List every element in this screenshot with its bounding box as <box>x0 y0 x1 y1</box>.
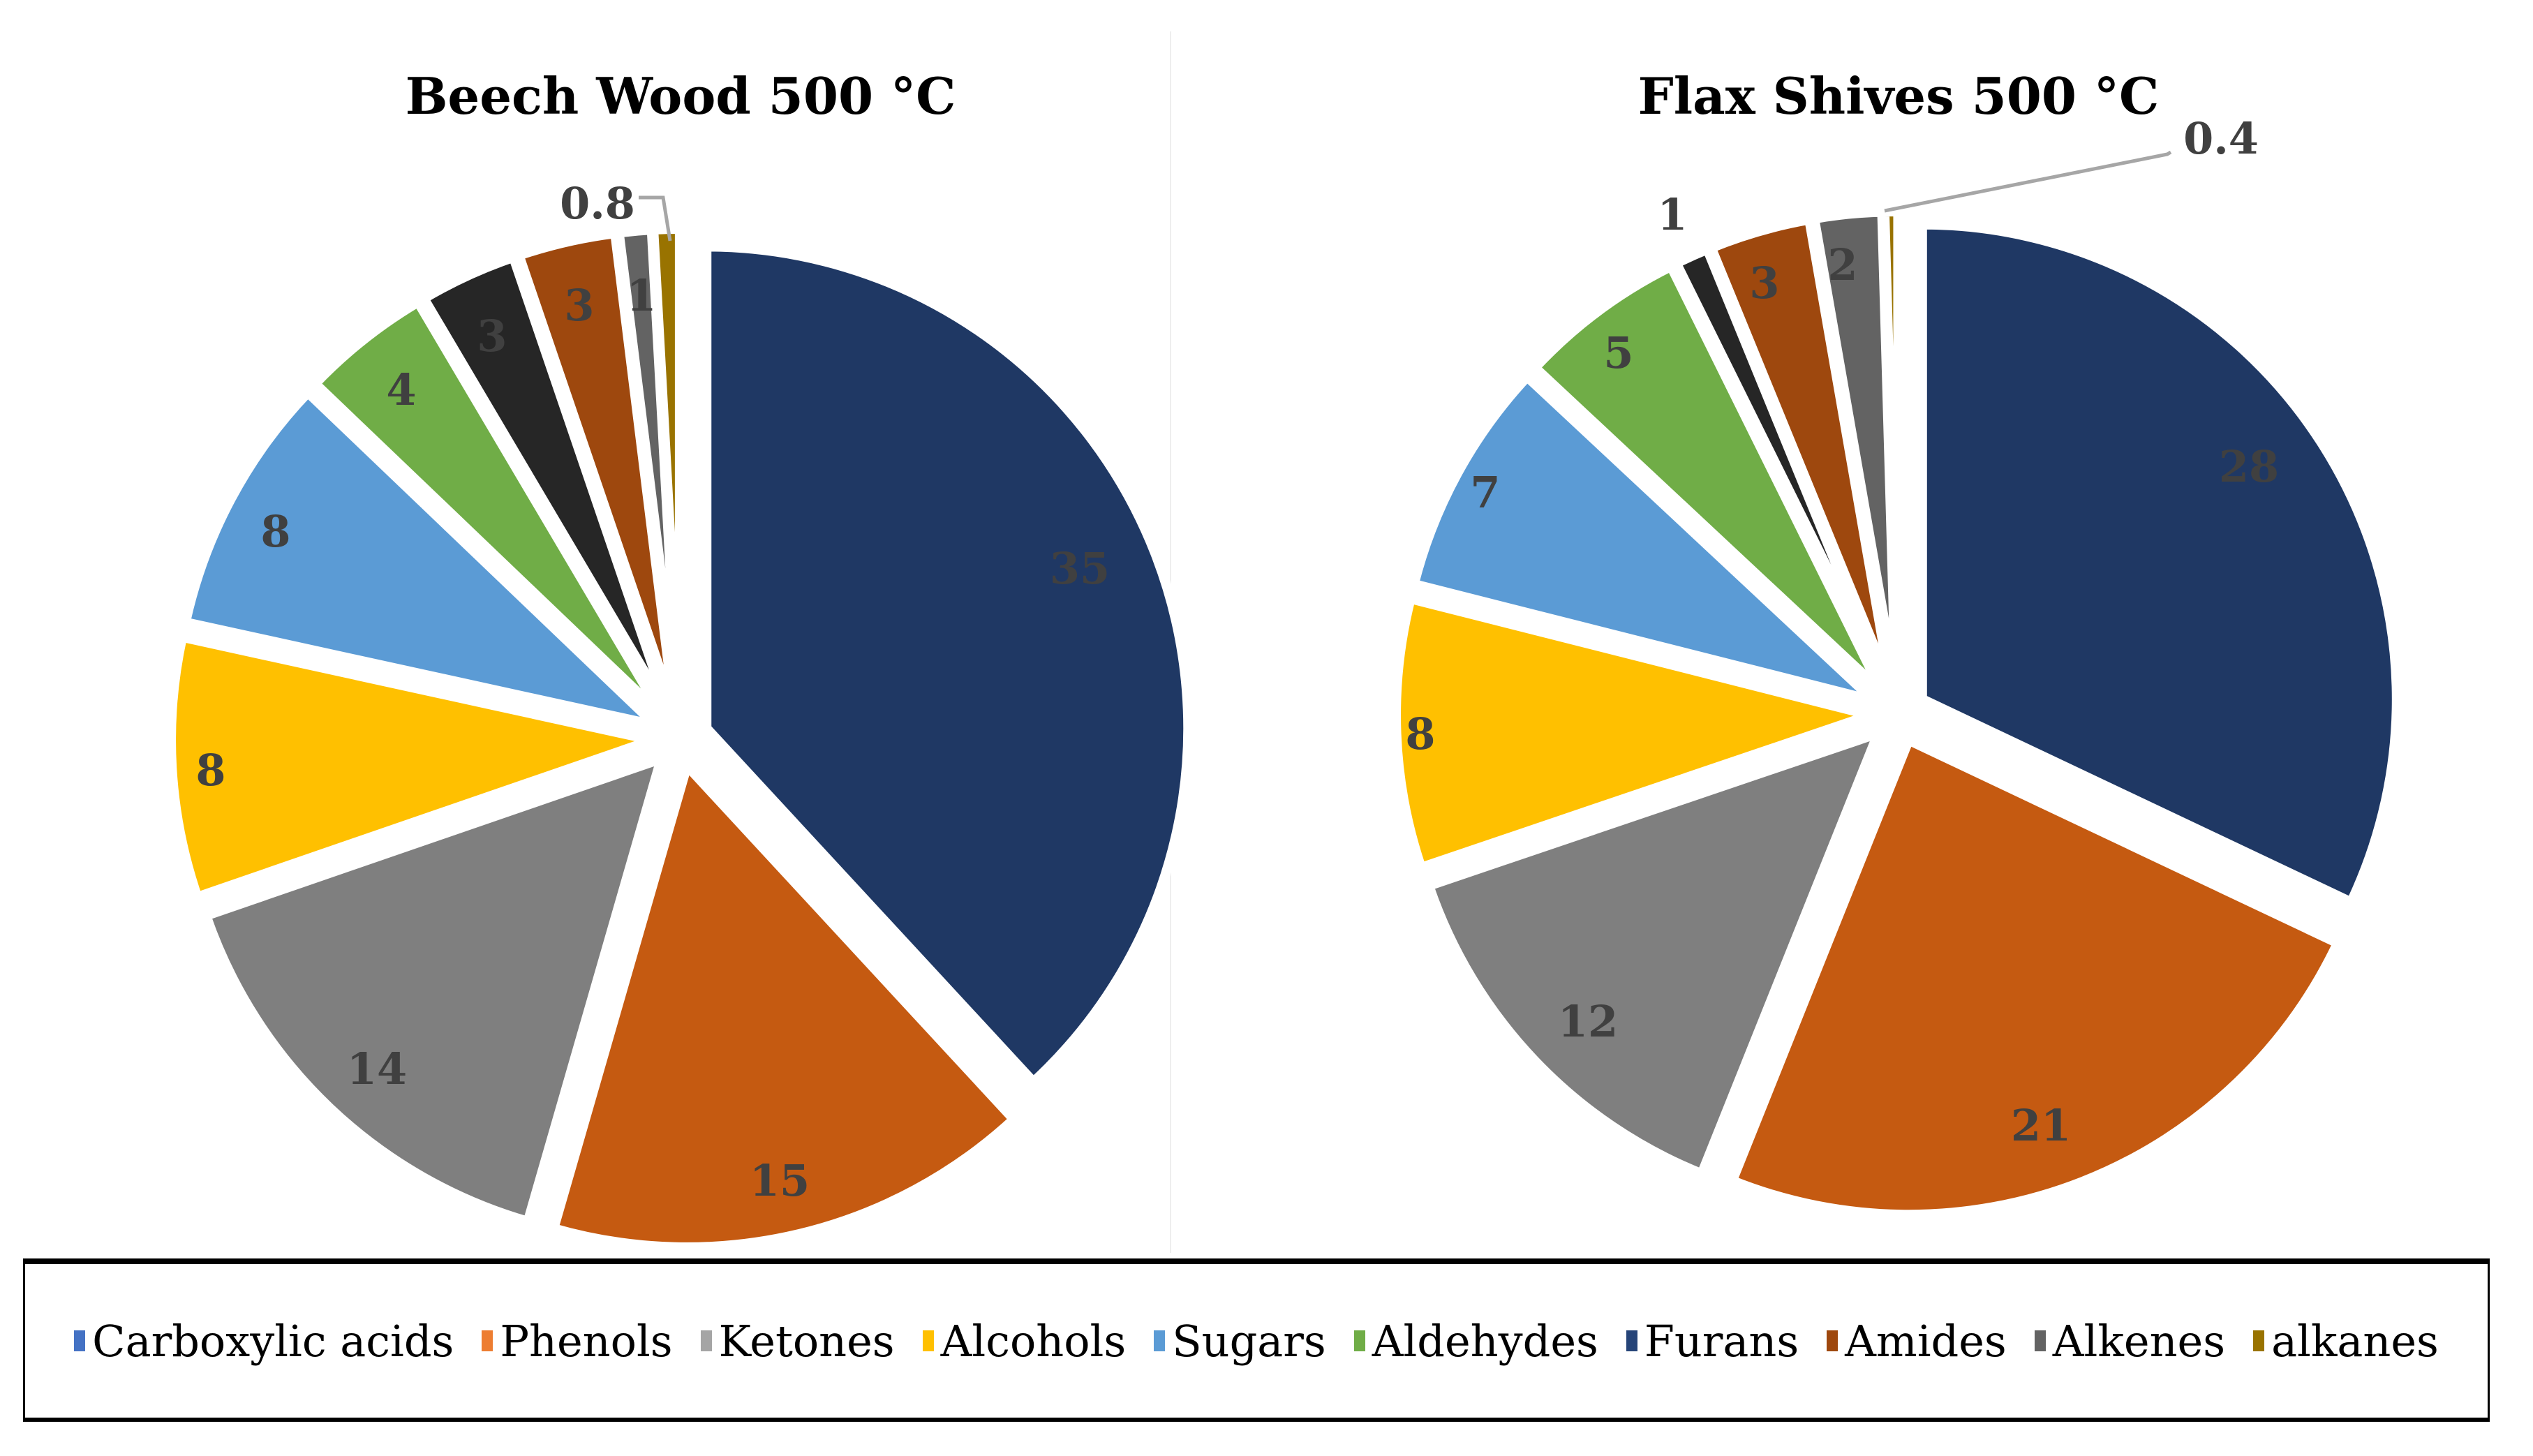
legend-item: Carboxylic acids <box>74 1316 454 1367</box>
legend-item: alkanes <box>2253 1316 2439 1367</box>
legend-item: Alkenes <box>2034 1315 2226 1367</box>
slice-ketones <box>200 750 669 1228</box>
legend-swatch <box>700 1330 712 1351</box>
legend-item: Amides <box>1827 1316 2007 1367</box>
slice-sugars <box>1408 369 1878 706</box>
data-label: 8 <box>1405 708 1435 759</box>
data-label: 3 <box>477 311 507 362</box>
slice-sugars <box>179 385 672 734</box>
data-label: 15 <box>750 1155 810 1206</box>
legend-swatch <box>482 1330 493 1351</box>
slice-ketones <box>1423 725 1887 1180</box>
legend-label: Phenols <box>500 1315 673 1367</box>
legend-item: Alcohols <box>922 1315 1127 1367</box>
data-label: 3 <box>564 280 594 331</box>
slice-carboxylic-acids <box>1917 219 2402 909</box>
data-label: 0.8 <box>560 178 635 229</box>
data-label: 14 <box>347 1043 407 1094</box>
legend-swatch <box>1827 1330 1839 1351</box>
slice-alkanes <box>1879 207 1903 687</box>
data-label: 8 <box>260 506 290 557</box>
data-label: 35 <box>1050 543 1110 594</box>
legend-item: Furans <box>1626 1316 1799 1367</box>
data-label: 12 <box>1558 996 1618 1047</box>
data-label: 8 <box>195 745 225 796</box>
chart-title: Flax Shives 500 °C <box>1638 66 2160 126</box>
legend-label: Ketones <box>718 1315 895 1367</box>
data-label: 0.4 <box>2183 113 2259 164</box>
legend-swatch <box>922 1330 934 1351</box>
data-label: 28 <box>2219 441 2279 492</box>
legend-swatch <box>1626 1330 1637 1351</box>
legend-label: Furans <box>1644 1315 1799 1367</box>
legend-swatch <box>2034 1330 2046 1351</box>
data-label: 3 <box>1749 258 1779 309</box>
legend-item: Ketones <box>700 1315 895 1367</box>
slice-alcohols <box>166 631 671 904</box>
legend-label: Amides <box>1845 1315 2007 1367</box>
legend-label: Carboxylic acids <box>92 1315 454 1367</box>
data-label: 2 <box>1827 239 1857 290</box>
legend-swatch <box>1353 1330 1365 1351</box>
data-label: 5 <box>1603 327 1633 378</box>
data-label: 1 <box>626 270 656 321</box>
legend-label: Aldehydes <box>1372 1315 1598 1367</box>
data-label: 21 <box>2011 1100 2071 1151</box>
slice-furans <box>417 251 674 716</box>
data-label: 4 <box>386 364 416 415</box>
slice-phenols <box>547 756 1021 1252</box>
legend-label: Alkenes <box>2052 1315 2226 1367</box>
leader-line <box>639 195 672 242</box>
legend-label: Sugars <box>1172 1315 1326 1367</box>
leader-line <box>1884 150 2172 213</box>
legend-swatch <box>2253 1330 2265 1351</box>
chart-title: Beech Wood 500 °C <box>406 66 956 126</box>
slice-alcohols <box>1391 593 1888 874</box>
pie-2: Flax Shives 500 °C 28 21 12 8 7 5 1 3 2 0.4 <box>1391 66 2402 1220</box>
slice-phenols <box>1725 733 2345 1220</box>
legend-label: Alcohols <box>940 1315 1127 1367</box>
legend-item: Phenols <box>482 1315 673 1367</box>
legend-label: alkanes <box>2271 1315 2439 1367</box>
data-label: 1 <box>1657 189 1687 240</box>
legend-swatch <box>74 1330 86 1351</box>
legend-item: Sugars <box>1154 1316 1326 1367</box>
slice-amides <box>1704 214 1896 690</box>
data-label: 7 <box>1470 467 1500 518</box>
slice-aldehydes <box>1528 260 1887 696</box>
slice-carboxylic-acids <box>701 242 1194 1090</box>
legend: Carboxylic acids Phenols Ketones Alcohols Su… <box>23 1258 2490 1422</box>
legend-swatch <box>1154 1330 1166 1351</box>
legend-item: Aldehydes <box>1353 1315 1598 1367</box>
slice-aldehydes <box>308 295 668 720</box>
